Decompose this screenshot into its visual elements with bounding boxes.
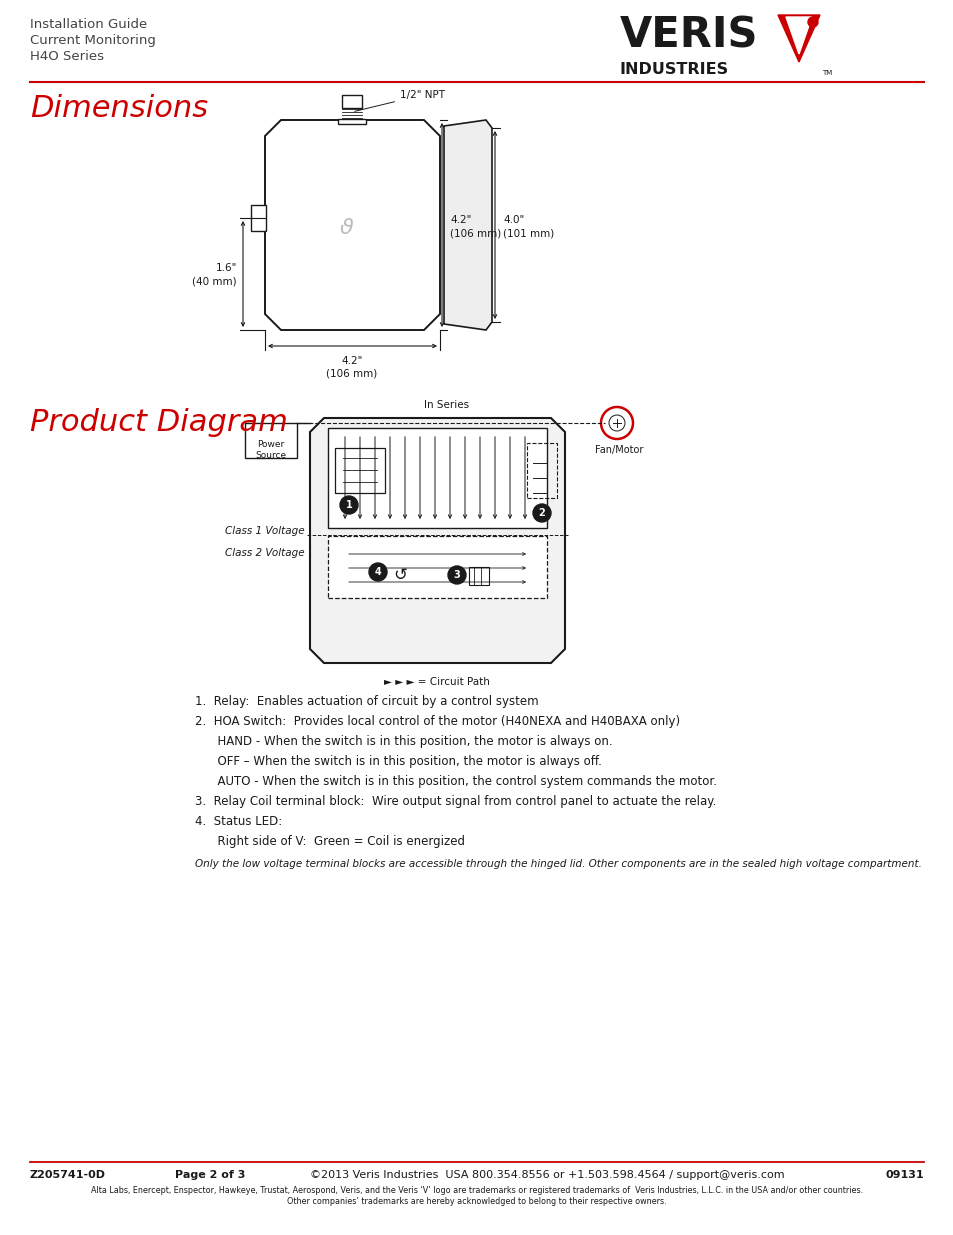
Bar [251, 205, 266, 231]
Bar [341, 95, 361, 107]
Circle shape [369, 563, 387, 580]
Text: 4.0": 4.0" [502, 215, 524, 225]
Circle shape [533, 504, 551, 522]
Text: 1.6": 1.6" [215, 263, 236, 273]
Text: TM: TM [821, 70, 831, 77]
Circle shape [448, 566, 465, 584]
Text: 3.  Relay Coil terminal block:  Wire output signal from control panel to actuate: 3. Relay Coil terminal block: Wire outpu… [194, 795, 716, 808]
Text: INDUSTRIES: INDUSTRIES [619, 62, 728, 77]
Text: Power
Source: Power Source [255, 440, 286, 461]
Text: $\vartheta$: $\vartheta$ [339, 219, 355, 238]
Text: AUTO - When the switch is in this position, the control system commands the moto: AUTO - When the switch is in this positi… [194, 776, 717, 788]
Text: 4.2": 4.2" [450, 215, 471, 225]
Text: 2: 2 [538, 508, 545, 517]
Text: Other companies’ trademarks are hereby acknowledged to belong to their respectiv: Other companies’ trademarks are hereby a… [287, 1197, 666, 1207]
Text: (101 mm): (101 mm) [502, 228, 554, 238]
Text: Page 2 of 3: Page 2 of 3 [174, 1170, 245, 1179]
Text: Fan/Motor: Fan/Motor [594, 445, 642, 454]
Text: 4.2": 4.2" [341, 356, 362, 366]
Text: Only the low voltage terminal blocks are accessible through the hinged lid. Othe: Only the low voltage terminal blocks are… [194, 860, 921, 869]
Text: 4: 4 [375, 567, 381, 577]
Text: Installation Guide: Installation Guide [30, 19, 147, 31]
Bar [526, 443, 557, 498]
Bar [328, 536, 546, 598]
Text: 1: 1 [345, 500, 352, 510]
Text: Product Diagram: Product Diagram [30, 408, 288, 437]
Text: 1.  Relay:  Enables actuation of circuit by a control system: 1. Relay: Enables actuation of circuit b… [194, 695, 538, 708]
Text: (40 mm): (40 mm) [193, 275, 236, 287]
Text: VERIS: VERIS [619, 15, 758, 57]
Text: ©2013 Veris Industries  USA 800.354.8556 or +1.503.598.4564 / support@veris.com: ©2013 Veris Industries USA 800.354.8556 … [310, 1170, 783, 1179]
Bar [245, 424, 296, 458]
Text: HAND - When the switch is in this position, the motor is always on.: HAND - When the switch is in this positi… [194, 735, 612, 748]
Text: (106 mm): (106 mm) [326, 368, 377, 378]
Text: Right side of V:  Green = Coil is energized: Right side of V: Green = Coil is energiz… [194, 835, 464, 848]
Text: Dimensions: Dimensions [30, 94, 208, 124]
Text: ► ► ► = Circuit Path: ► ► ► = Circuit Path [384, 677, 490, 687]
Text: (106 mm): (106 mm) [450, 228, 500, 238]
Circle shape [600, 408, 633, 438]
Text: 09131: 09131 [884, 1170, 923, 1179]
Polygon shape [265, 120, 439, 330]
Text: Class 1 Voltage: Class 1 Voltage [225, 526, 305, 536]
Text: Current Monitoring: Current Monitoring [30, 35, 155, 47]
Circle shape [339, 496, 357, 514]
Text: 1/2" NPT: 1/2" NPT [355, 90, 444, 111]
Text: OFF – When the switch is in this position, the motor is always off.: OFF – When the switch is in this positio… [194, 755, 601, 768]
Text: In Series: In Series [424, 400, 469, 410]
Bar [337, 119, 366, 124]
Bar [335, 448, 385, 493]
Text: Alta Labs, Enercept, Enspector, Hawkeye, Trustat, Aerospond, Veris, and the Veri: Alta Labs, Enercept, Enspector, Hawkeye,… [91, 1186, 862, 1195]
Text: 4.  Status LED:: 4. Status LED: [194, 815, 282, 827]
Polygon shape [310, 417, 564, 663]
Polygon shape [785, 17, 811, 54]
Bar [469, 567, 489, 585]
Text: Class 2 Voltage: Class 2 Voltage [225, 548, 305, 558]
Polygon shape [778, 15, 820, 62]
Circle shape [807, 17, 817, 27]
Text: $\circlearrowleft$: $\circlearrowleft$ [390, 564, 408, 583]
Text: 3: 3 [453, 571, 460, 580]
Bar [328, 429, 546, 529]
Text: 2.  HOA Switch:  Provides local control of the motor (H40NEXA and H40BAXA only): 2. HOA Switch: Provides local control of… [194, 715, 679, 727]
Text: Z205741-0D: Z205741-0D [30, 1170, 106, 1179]
Text: H4O Series: H4O Series [30, 49, 104, 63]
Polygon shape [443, 120, 492, 330]
